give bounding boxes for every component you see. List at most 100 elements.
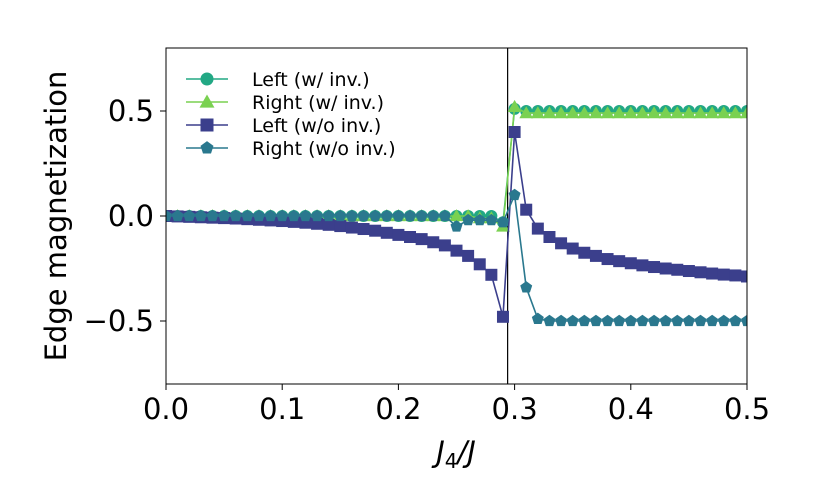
data-point	[589, 106, 603, 119]
data-point	[322, 209, 335, 222]
y-tick-label: −0.5	[84, 304, 154, 338]
legend-marker	[200, 72, 214, 86]
data-point	[601, 314, 614, 327]
data-point	[427, 236, 440, 249]
data-point	[508, 188, 521, 201]
data-point	[613, 255, 626, 268]
data-point	[380, 226, 393, 239]
data-point	[357, 209, 370, 222]
data-point	[520, 203, 533, 216]
data-point	[729, 314, 742, 327]
data-point	[462, 213, 475, 226]
data-point	[438, 209, 451, 222]
data-point	[658, 106, 673, 119]
data-point	[206, 209, 219, 222]
data-point	[473, 258, 486, 271]
data-point	[693, 106, 708, 119]
data-point	[438, 239, 451, 252]
x-axis-label: J4/J	[431, 435, 476, 473]
data-point	[706, 267, 719, 280]
data-point	[612, 106, 627, 119]
data-point	[380, 209, 393, 222]
data-point	[648, 314, 661, 327]
data-point	[728, 106, 743, 119]
data-point	[648, 261, 661, 274]
data-point	[717, 314, 730, 327]
data-point	[450, 244, 463, 257]
data-point	[565, 106, 580, 119]
data-point	[311, 209, 324, 222]
data-point	[519, 106, 534, 119]
data-point	[554, 106, 568, 119]
legend-label: Left (w/ inv.)	[252, 69, 370, 91]
data-point	[717, 268, 730, 281]
data-point	[496, 310, 509, 323]
x-tick-label: 0.1	[259, 392, 305, 426]
data-point	[566, 314, 579, 327]
data-point	[741, 270, 747, 283]
data-point	[507, 99, 522, 112]
data-point	[682, 106, 696, 119]
data-point	[287, 209, 300, 222]
data-point	[427, 209, 440, 222]
x-tick-label: 0.5	[724, 392, 770, 426]
data-point	[462, 249, 475, 262]
legend-marker	[200, 118, 214, 132]
data-point	[716, 106, 731, 119]
data-point	[623, 106, 638, 119]
data-point	[334, 209, 347, 222]
data-point	[578, 314, 591, 327]
data-point	[729, 269, 742, 282]
axis-ticks: 0.0 0.1 0.2 0.3 0.4 0.5 −0.5 0.0 0.5	[84, 94, 770, 426]
data-point	[369, 209, 382, 222]
data-point	[624, 314, 637, 327]
data-point	[450, 220, 463, 232]
data-point	[508, 126, 521, 138]
data-point	[404, 209, 417, 222]
x-tick-label: 0.3	[492, 392, 538, 426]
x-tick-label: 0.0	[143, 392, 189, 426]
data-point	[636, 259, 649, 272]
data-point	[613, 314, 626, 327]
data-point	[705, 106, 720, 119]
data-point	[485, 268, 498, 281]
data-point	[543, 314, 556, 327]
data-point	[229, 209, 242, 222]
legend-label: Right (w/o inv.)	[252, 138, 396, 160]
data-point	[635, 106, 650, 119]
data-point	[276, 209, 289, 222]
data-point	[496, 216, 509, 228]
data-point	[485, 213, 498, 226]
data-point	[671, 263, 684, 276]
data-point	[741, 314, 747, 327]
data-point	[659, 314, 672, 327]
data-point	[194, 209, 207, 222]
data-point	[682, 265, 695, 278]
legend: Left (w/ inv.)Right (w/ inv.)Left (w/o i…	[186, 69, 396, 160]
data-point	[334, 220, 347, 233]
data-point	[345, 221, 358, 234]
y-axis-label: Edge magnetization	[39, 71, 73, 362]
data-point	[543, 231, 556, 243]
series-group	[166, 99, 747, 327]
data-point	[589, 249, 602, 262]
legend-item: Left (w/o inv.)	[186, 115, 381, 137]
data-point	[589, 314, 602, 327]
data-point	[636, 314, 649, 327]
data-point	[520, 281, 533, 293]
data-point	[740, 106, 747, 119]
legend-marker	[200, 141, 214, 154]
data-point	[530, 106, 545, 119]
y-tick-label: 0.5	[108, 94, 154, 128]
x-axis-label-sub: 4	[445, 449, 458, 473]
data-point	[682, 314, 695, 327]
x-axis-label-main: J	[431, 435, 445, 469]
data-point	[473, 213, 486, 226]
data-point	[218, 209, 231, 222]
data-point	[566, 242, 579, 255]
data-point	[299, 209, 312, 222]
data-point	[647, 106, 661, 119]
data-point	[706, 314, 719, 327]
data-point	[659, 262, 672, 275]
